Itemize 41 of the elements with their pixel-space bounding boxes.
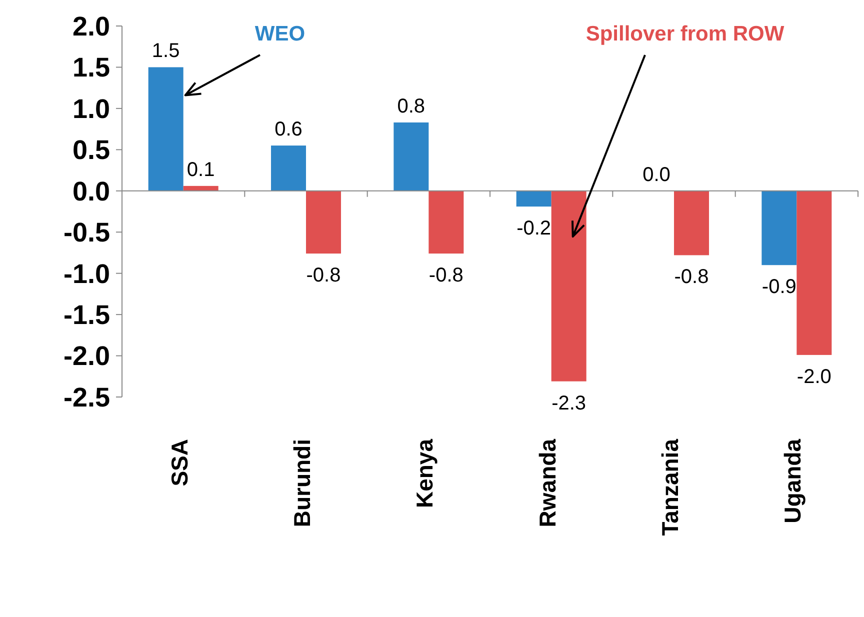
bar — [148, 67, 184, 191]
data-label: -0.8 — [674, 266, 709, 288]
bar — [271, 146, 306, 191]
data-label: -0.8 — [428, 264, 464, 287]
bar — [674, 190, 709, 256]
bar — [394, 122, 429, 191]
y-tick-label: 2.0 — [72, 11, 110, 42]
text: Spillover from ROW — [586, 22, 784, 46]
bar — [796, 190, 832, 355]
bar — [516, 190, 552, 207]
x-tick-label: Rwanda — [534, 438, 560, 528]
data-label: 1.5 — [152, 40, 180, 62]
data-label: 0.6 — [274, 118, 302, 141]
bar — [551, 190, 586, 382]
x-tick-label: Uganda — [780, 438, 806, 524]
data-label: -0.8 — [306, 264, 341, 287]
data-label: 0.1 — [186, 158, 215, 181]
x-tick-label: SSA — [166, 439, 192, 486]
x-tick-label: Burundi — [289, 439, 316, 528]
bar — [183, 186, 218, 191]
data-label: -0.2 — [516, 218, 552, 240]
data-label: 0.8 — [397, 95, 426, 118]
y-tick-label: 0.0 — [72, 176, 110, 206]
data-label: 0.0 — [642, 164, 670, 186]
y-tick-label: -0.5 — [63, 218, 110, 248]
y-tick-label: 1.5 — [72, 52, 110, 83]
y-tick-label: 0.5 — [72, 135, 110, 166]
data-label: -2.0 — [796, 366, 832, 388]
x-tick-label: Tanzania — [657, 438, 684, 536]
text: WEO — [254, 22, 306, 46]
y-tick-label: -1.5 — [63, 300, 110, 330]
y-tick-label: -1.0 — [63, 258, 110, 289]
x-tick-label: Kenya — [412, 438, 438, 508]
y-tick-label: 1.0 — [72, 94, 110, 124]
y-tick-label: -2.0 — [63, 341, 110, 372]
data-label: -0.9 — [762, 276, 796, 298]
bar — [762, 190, 797, 266]
y-tick-label: -2.5 — [63, 382, 110, 412]
data-label: -2.3 — [552, 392, 586, 414]
bar — [428, 190, 464, 254]
bar — [306, 190, 341, 254]
